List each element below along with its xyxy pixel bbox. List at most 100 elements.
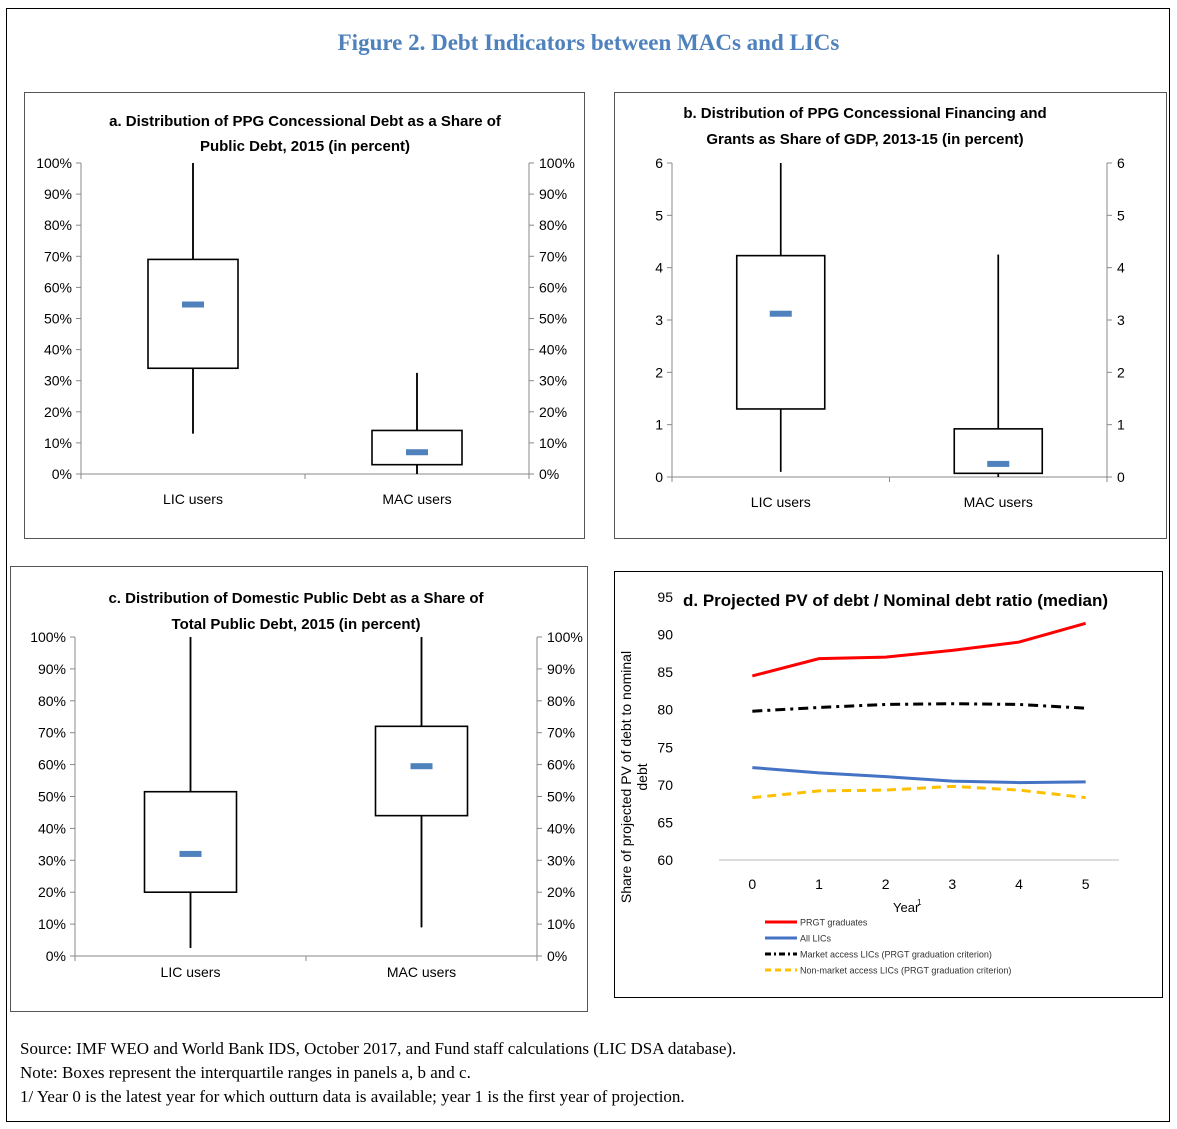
y-tick-label-left: 50% bbox=[38, 789, 66, 805]
series-line bbox=[752, 766, 1086, 785]
y-tick-label-left: 100% bbox=[30, 629, 66, 645]
y-tick-label: 65 bbox=[657, 814, 673, 830]
chart-c-svg: c. Distribution of Domestic Public Debt … bbox=[30, 590, 583, 980]
y-tick-label-right: 20% bbox=[539, 404, 567, 420]
y-tick-label: 90 bbox=[657, 627, 673, 643]
median-marker bbox=[179, 850, 202, 857]
y-tick-label: 85 bbox=[657, 664, 673, 680]
x-tick-label: 5 bbox=[1082, 876, 1090, 892]
chart-a-svg: a. Distribution of PPG Concessional Debt… bbox=[36, 113, 575, 507]
panel-a: a. Distribution of PPG Concessional Debt… bbox=[24, 92, 585, 539]
iqr-box bbox=[735, 254, 826, 410]
y-tick-label-right: 40% bbox=[547, 820, 575, 836]
category-label: LIC users bbox=[751, 494, 811, 510]
legend-label: PRGT graduates bbox=[800, 918, 868, 928]
y-tick-label-left: 3 bbox=[655, 312, 663, 328]
chart-b-svg: b. Distribution of PPG Concessional Fina… bbox=[655, 105, 1125, 510]
footnote: 1/ Year 0 is the latest year for which o… bbox=[20, 1087, 685, 1106]
iqr-box bbox=[147, 258, 239, 370]
x-tick-label: 2 bbox=[882, 876, 890, 892]
y-tick-label-left: 6 bbox=[655, 155, 663, 171]
y-axis-label-line: debt bbox=[634, 763, 650, 790]
y-tick-label-left: 60% bbox=[44, 279, 72, 295]
y-tick-label-right: 70% bbox=[539, 248, 567, 264]
y-tick-label-left: 100% bbox=[36, 155, 72, 171]
y-tick-label-right: 20% bbox=[547, 884, 575, 900]
iqr-box bbox=[371, 429, 463, 466]
y-axis-label: Share of projected PV of debt to nominal… bbox=[618, 651, 650, 903]
y-tick-label: 95 bbox=[657, 589, 673, 605]
x-tick-label: 3 bbox=[948, 876, 956, 892]
y-tick-label-right: 6 bbox=[1117, 155, 1125, 171]
x-axis-label-sup: 1 bbox=[917, 898, 922, 907]
source-note: Source: IMF WEO and World Bank IDS, Octo… bbox=[20, 1039, 737, 1058]
y-tick-label-left: 90% bbox=[44, 186, 72, 202]
y-tick-label-left: 0 bbox=[655, 469, 663, 485]
y-tick-label-left: 20% bbox=[38, 884, 66, 900]
chart-d-svg: d. Projected PV of debt / Nominal debt r… bbox=[618, 589, 1119, 976]
median-marker bbox=[406, 449, 428, 456]
y-tick-label-right: 70% bbox=[547, 725, 575, 741]
chart-title: d. Projected PV of debt / Nominal debt r… bbox=[683, 591, 1108, 610]
boxes-note: Note: Boxes represent the interquartile … bbox=[20, 1063, 471, 1082]
y-tick-label-right: 40% bbox=[539, 342, 567, 358]
y-tick-label: 70 bbox=[657, 777, 673, 793]
y-tick-label-left: 5 bbox=[655, 207, 663, 223]
legend-label: Non-market access LICs (PRGT graduation … bbox=[800, 966, 1011, 976]
y-tick-label-left: 10% bbox=[38, 916, 66, 932]
y-tick-label-left: 1 bbox=[655, 417, 663, 433]
median-marker bbox=[182, 301, 204, 308]
category-label: MAC users bbox=[964, 494, 1033, 510]
panel-c: c. Distribution of Domestic Public Debt … bbox=[10, 566, 588, 1012]
y-tick-label-right: 60% bbox=[547, 757, 575, 773]
y-tick-label-left: 0% bbox=[52, 466, 72, 482]
y-tick-label-left: 60% bbox=[38, 757, 66, 773]
chart-title-line: a. Distribution of PPG Concessional Debt… bbox=[109, 113, 502, 130]
y-tick-label-left: 70% bbox=[38, 725, 66, 741]
y-tick-label-right: 50% bbox=[547, 789, 575, 805]
y-tick-label-left: 30% bbox=[44, 373, 72, 389]
y-tick-label-right: 80% bbox=[539, 217, 567, 233]
y-tick-label-right: 30% bbox=[547, 852, 575, 868]
category-label: MAC users bbox=[387, 964, 456, 980]
y-tick-label-right: 60% bbox=[539, 279, 567, 295]
y-tick-label-right: 0% bbox=[539, 466, 559, 482]
panel-d: d. Projected PV of debt / Nominal debt r… bbox=[614, 571, 1163, 998]
series-line bbox=[752, 702, 1086, 713]
x-tick-label: 1 bbox=[815, 876, 823, 892]
x-tick-label: 0 bbox=[748, 876, 756, 892]
median-marker bbox=[410, 763, 433, 770]
y-tick-label-right: 30% bbox=[539, 373, 567, 389]
y-tick-label-right: 1 bbox=[1117, 417, 1125, 433]
y-axis-label-line: Share of projected PV of debt to nominal bbox=[618, 651, 634, 903]
y-tick-label: 80 bbox=[657, 702, 673, 718]
series-line bbox=[752, 784, 1086, 800]
chart-title-line: Total Public Debt, 2015 (in percent) bbox=[172, 616, 421, 633]
y-tick-label-left: 30% bbox=[38, 852, 66, 868]
y-tick-label-right: 90% bbox=[539, 186, 567, 202]
y-tick-label-right: 5 bbox=[1117, 207, 1125, 223]
iqr-box bbox=[374, 725, 469, 817]
y-tick-label-left: 0% bbox=[46, 948, 66, 964]
median-marker bbox=[769, 310, 792, 317]
panel-b: b. Distribution of PPG Concessional Fina… bbox=[614, 92, 1167, 539]
chart-title-line: b. Distribution of PPG Concessional Fina… bbox=[683, 105, 1046, 122]
y-tick-label-left: 90% bbox=[38, 661, 66, 677]
y-tick-label-right: 0 bbox=[1117, 469, 1125, 485]
y-tick-label-right: 100% bbox=[547, 629, 583, 645]
figure-title: Figure 2. Debt Indicators between MACs a… bbox=[337, 30, 840, 55]
category-label: LIC users bbox=[163, 491, 223, 507]
legend-label: All LICs bbox=[800, 934, 832, 944]
figure-frame bbox=[6, 8, 1170, 1122]
y-tick-label-left: 80% bbox=[44, 217, 72, 233]
y-tick-label-left: 2 bbox=[655, 364, 663, 380]
series-line bbox=[751, 621, 1087, 678]
y-tick-label-left: 40% bbox=[38, 820, 66, 836]
y-tick-label-left: 70% bbox=[44, 248, 72, 264]
y-tick-label-right: 0% bbox=[547, 948, 567, 964]
legend-label: Market access LICs (PRGT graduation crit… bbox=[800, 950, 992, 960]
y-tick-label-left: 50% bbox=[44, 311, 72, 327]
category-label: MAC users bbox=[382, 491, 451, 507]
y-tick-label: 60 bbox=[657, 852, 673, 868]
y-tick-label-right: 10% bbox=[547, 916, 575, 932]
